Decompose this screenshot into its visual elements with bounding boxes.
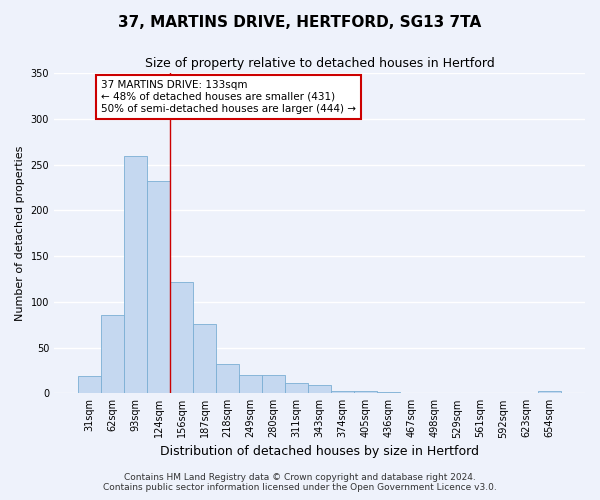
Text: 37 MARTINS DRIVE: 133sqm
← 48% of detached houses are smaller (431)
50% of semi-: 37 MARTINS DRIVE: 133sqm ← 48% of detach… bbox=[101, 80, 356, 114]
Bar bbox=[331, 390, 354, 394]
Bar bbox=[193, 324, 216, 394]
Title: Size of property relative to detached houses in Hertford: Size of property relative to detached ho… bbox=[145, 58, 494, 70]
Bar bbox=[377, 392, 400, 394]
Bar bbox=[262, 375, 285, 394]
Bar bbox=[354, 390, 377, 394]
Bar bbox=[216, 364, 239, 394]
Bar bbox=[538, 392, 561, 394]
Bar bbox=[308, 385, 331, 394]
Text: Contains public sector information licensed under the Open Government Licence v3: Contains public sector information licen… bbox=[103, 484, 497, 492]
Text: 37, MARTINS DRIVE, HERTFORD, SG13 7TA: 37, MARTINS DRIVE, HERTFORD, SG13 7TA bbox=[118, 15, 482, 30]
Bar bbox=[124, 156, 147, 394]
Y-axis label: Number of detached properties: Number of detached properties bbox=[15, 146, 25, 321]
Bar bbox=[101, 314, 124, 394]
Bar bbox=[170, 282, 193, 394]
X-axis label: Distribution of detached houses by size in Hertford: Distribution of detached houses by size … bbox=[160, 444, 479, 458]
Bar bbox=[239, 375, 262, 394]
Bar bbox=[78, 376, 101, 394]
Text: Contains HM Land Registry data © Crown copyright and database right 2024.: Contains HM Land Registry data © Crown c… bbox=[124, 474, 476, 482]
Bar bbox=[147, 181, 170, 394]
Bar bbox=[285, 384, 308, 394]
